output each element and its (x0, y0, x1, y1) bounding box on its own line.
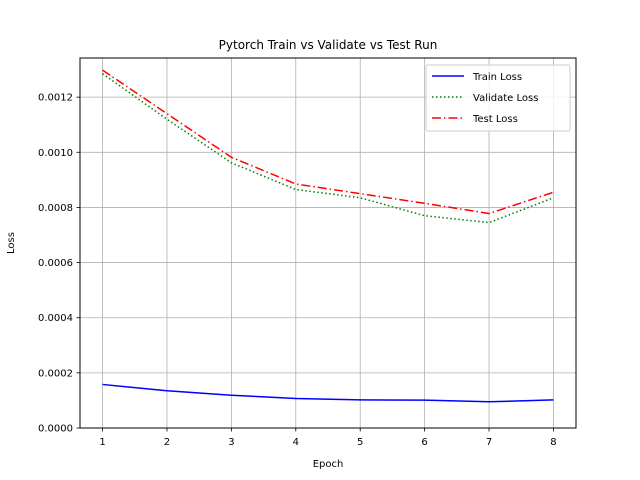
series-line-train-loss (102, 383, 554, 403)
x-tick-label: 7 (486, 437, 492, 448)
y-tick-label: 0.0008 (38, 203, 73, 214)
x-tick-label: 2 (164, 437, 170, 448)
series-line-test-loss (102, 69, 554, 215)
y-tick-label: 0.0006 (38, 258, 73, 269)
x-axis-title: Epoch (313, 459, 344, 470)
y-tick-label: 0.0004 (38, 313, 73, 324)
y-axis-ticks: 0.0000 0.0002 0.0004 0.0006 0.0008 0.0010 0.00… (38, 93, 80, 435)
y-tick-label: 0.0002 (38, 368, 73, 379)
legend-box (425, 64, 571, 132)
x-axis-ticks: 1 2 3 4 5 6 7 8 (99, 428, 557, 448)
x-tick-label: 1 (99, 437, 105, 448)
legend-label-test-loss: Test Loss (472, 114, 518, 125)
x-tick-label: 6 (421, 437, 427, 448)
legend: Train Loss Validate Loss Test Loss (425, 64, 571, 132)
y-tick-label: 0.0000 (38, 424, 73, 435)
x-tick-label: 8 (550, 437, 556, 448)
chart-title: Pytorch Train vs Validate vs Test Run (219, 38, 438, 52)
legend-label-train-loss: Train Loss (472, 72, 522, 83)
x-tick-label: 4 (293, 437, 299, 448)
plot-frame (79, 57, 577, 429)
x-tick-label: 5 (357, 437, 363, 448)
series-line-validate-loss (102, 73, 554, 224)
legend-label-validate-loss: Validate Loss (473, 93, 538, 104)
y-axis-title: Loss (6, 232, 17, 254)
y-tick-label: 0.0012 (38, 93, 73, 104)
x-tick-label: 3 (228, 437, 234, 448)
series-lines (102, 69, 554, 403)
y-tick-label: 0.0010 (38, 148, 73, 159)
